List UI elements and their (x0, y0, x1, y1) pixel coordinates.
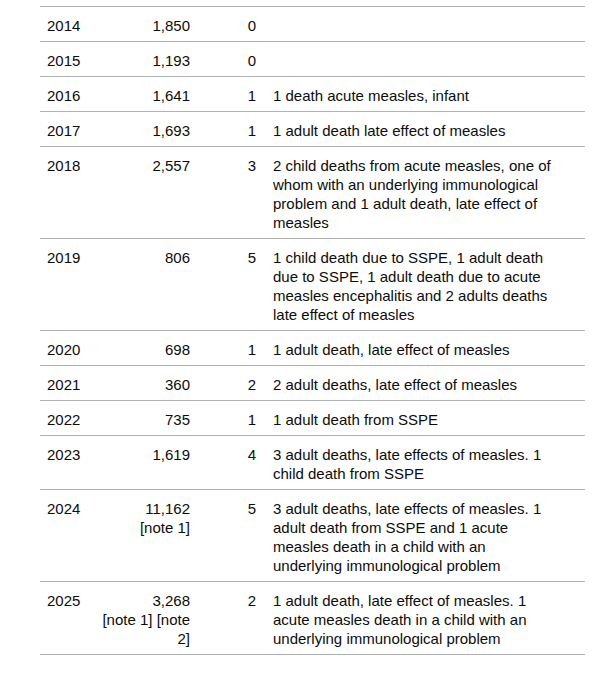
cases-count-cell: 360 (90, 366, 190, 401)
year-cell: 2025 (40, 582, 90, 655)
year-cell: 2023 (40, 436, 90, 490)
cases-count-cell: 698 (90, 331, 190, 366)
cases-count-cell: 806 (90, 239, 190, 331)
table-row: 2020 698 1 1 adult death, late effect of… (40, 331, 585, 366)
deaths-comment-cell: 1 child death due to SSPE, 1 adult death… (256, 239, 585, 331)
deaths-comment-cell: 3 adult deaths, late effects of measles.… (256, 490, 585, 582)
deaths-count-cell: 5 (190, 239, 256, 331)
deaths-count-cell: 0 (190, 7, 256, 42)
deaths-comment-cell: 1 adult death, late effect of measles. 1… (256, 582, 585, 655)
deaths-comment-cell: 1 adult death late effect of measles (256, 112, 585, 147)
deaths-comment-cell: 3 adult deaths, late effects of measles.… (256, 436, 585, 490)
table-row: 2017 1,693 1 1 adult death late effect o… (40, 112, 585, 147)
table-row: 2021 360 2 2 adult deaths, late effect o… (40, 366, 585, 401)
cases-count-cell: 11,162 [note 1] (90, 490, 190, 582)
deaths-count-cell: 1 (190, 401, 256, 436)
deaths-comment-cell: 2 child deaths from acute measles, one o… (256, 147, 585, 239)
table-row: 2014 1,850 0 (40, 7, 585, 42)
deaths-comment-cell: 1 adult death from SSPE (256, 401, 585, 436)
cases-count-cell: 1,193 (90, 42, 190, 77)
year-cell: 2022 (40, 401, 90, 436)
year-cell: 2021 (40, 366, 90, 401)
deaths-count-cell: 1 (190, 331, 256, 366)
deaths-count-cell: 4 (190, 436, 256, 490)
year-cell: 2017 (40, 112, 90, 147)
cases-count-cell: 3,268 [note 1] [note 2] (90, 582, 190, 655)
table-row: 2016 1,641 1 1 death acute measles, infa… (40, 77, 585, 112)
deaths-comment-cell (256, 42, 585, 77)
year-cell: 2018 (40, 147, 90, 239)
deaths-comment-cell: 2 adult deaths, late effect of measles (256, 366, 585, 401)
measles-cases-deaths-table: 2014 1,850 0 2015 1,193 0 2016 1,641 1 1… (40, 6, 585, 655)
yearly-measles-table-section: 2014 1,850 0 2015 1,193 0 2016 1,641 1 1… (40, 6, 585, 655)
table-row: 2023 1,619 4 3 adult deaths, late effect… (40, 436, 585, 490)
table-row: 2024 11,162 [note 1] 5 3 adult deaths, l… (40, 490, 585, 582)
deaths-count-cell: 2 (190, 582, 256, 655)
deaths-count-cell: 3 (190, 147, 256, 239)
table-row: 2015 1,193 0 (40, 42, 585, 77)
deaths-comment-cell (256, 7, 585, 42)
deaths-count-cell: 2 (190, 366, 256, 401)
year-cell: 2016 (40, 77, 90, 112)
table-body: 2014 1,850 0 2015 1,193 0 2016 1,641 1 1… (40, 7, 585, 655)
table-row: 2022 735 1 1 adult death from SSPE (40, 401, 585, 436)
deaths-comment-cell: 1 adult death, late effect of measles (256, 331, 585, 366)
cases-count-cell: 1,693 (90, 112, 190, 147)
cases-count-cell: 1,641 (90, 77, 190, 112)
table-row: 2025 3,268 [note 1] [note 2] 2 1 adult d… (40, 582, 585, 655)
year-cell: 2015 (40, 42, 90, 77)
deaths-count-cell: 5 (190, 490, 256, 582)
table-row: 2019 806 5 1 child death due to SSPE, 1 … (40, 239, 585, 331)
year-cell: 2024 (40, 490, 90, 582)
deaths-comment-cell: 1 death acute measles, infant (256, 77, 585, 112)
year-cell: 2019 (40, 239, 90, 331)
year-cell: 2020 (40, 331, 90, 366)
cases-count-cell: 735 (90, 401, 190, 436)
cases-count-cell: 1,850 (90, 7, 190, 42)
deaths-count-cell: 1 (190, 112, 256, 147)
deaths-count-cell: 1 (190, 77, 256, 112)
cases-count-cell: 2,557 (90, 147, 190, 239)
deaths-count-cell: 0 (190, 42, 256, 77)
cases-count-cell: 1,619 (90, 436, 190, 490)
table-row: 2018 2,557 3 2 child deaths from acute m… (40, 147, 585, 239)
year-cell: 2014 (40, 7, 90, 42)
